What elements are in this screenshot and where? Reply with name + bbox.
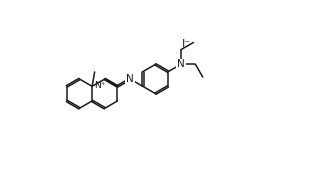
Text: N⁺: N⁺ [95, 81, 106, 90]
Text: N: N [177, 59, 185, 69]
Text: N: N [126, 74, 134, 84]
Text: I⁻: I⁻ [182, 39, 191, 49]
